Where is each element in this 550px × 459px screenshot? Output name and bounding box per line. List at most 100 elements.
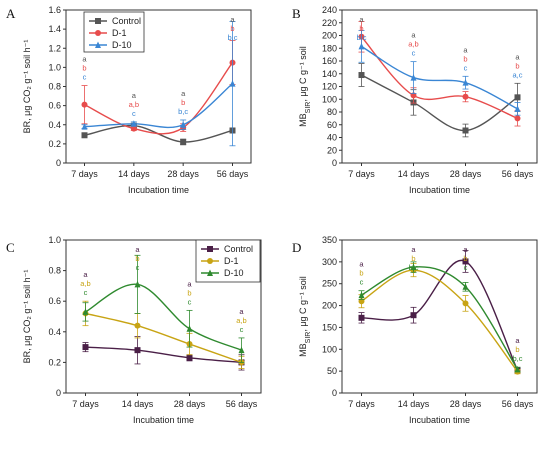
series-control (82, 335, 245, 371)
y-tick-label: 200 (322, 301, 337, 311)
y-tick-label: 140 (322, 69, 337, 79)
significance-letter: b (135, 254, 139, 263)
x-axis-title: Incubation time (128, 185, 189, 195)
panel-d: D 0 50 100 150 200 250 300 350 7 days 14 days 28 da… (292, 235, 538, 425)
series-line (361, 45, 518, 110)
significance-letter: c (188, 297, 192, 306)
panel-letter: D (292, 240, 301, 255)
plot-frame (341, 239, 538, 394)
significance-letter: b,c (408, 263, 418, 272)
significance-letter: a,b (80, 279, 90, 288)
y-axis-title: MBSIR, μg C g⁻¹ soil (298, 46, 312, 127)
y-tick-label: 0.6 (48, 296, 61, 306)
significance-letter: b (82, 64, 86, 73)
data-point (134, 322, 141, 329)
significance-letter: c (360, 278, 364, 287)
significance-letter: c (132, 109, 136, 118)
y-tick-label: 220 (322, 18, 337, 28)
series-d-1 (81, 40, 236, 135)
panel-letter: C (6, 240, 15, 255)
series-control (358, 63, 521, 138)
significance-letter: a (515, 52, 520, 61)
y-axis-title: MBSIR, μg C g⁻¹ soil (298, 276, 312, 357)
data-point (229, 80, 236, 87)
significance-letter: a (411, 31, 416, 40)
data-point (514, 115, 521, 122)
data-point (186, 325, 193, 332)
y-tick-label: 0.2 (48, 357, 61, 367)
x-tick-label: 56 days (502, 399, 534, 409)
plot-frame (341, 9, 538, 164)
data-point (410, 263, 417, 271)
data-point (514, 365, 521, 373)
y-tick-label: 0 (56, 388, 61, 398)
significance-letter: b (411, 254, 415, 263)
significance-letter: a (135, 245, 140, 254)
y-axis-title: BR, μg CO₂ g⁻¹ soil h⁻¹ (22, 40, 32, 134)
x-tick-label: 28 days (450, 169, 482, 179)
legend-marker (95, 18, 101, 24)
x-tick-label: 14 days (118, 169, 150, 179)
y-tick-label: 0 (332, 158, 337, 168)
significance-letter: a (83, 270, 88, 279)
significance-letter: a (132, 91, 137, 100)
significance-letter: a,c (512, 70, 522, 79)
series-d-1 (82, 300, 245, 369)
significance-letter: b,c (178, 107, 188, 116)
series-line (361, 259, 519, 371)
significance-letter: a,b (236, 316, 246, 325)
y-tick-label: 1.4 (48, 24, 61, 34)
data-point (358, 314, 365, 321)
data-point (462, 258, 469, 265)
legend-label: D-1 (112, 28, 127, 38)
series-line (84, 62, 234, 135)
data-point (82, 308, 89, 315)
data-point (130, 120, 137, 127)
series-line (85, 312, 242, 364)
data-point (462, 93, 469, 100)
significance-letter: b (181, 98, 185, 107)
data-point (462, 79, 469, 86)
series-line (85, 346, 242, 364)
data-point (134, 347, 141, 354)
significance-letter: b (359, 269, 363, 278)
data-point (180, 138, 187, 145)
y-tick-label: 240 (322, 5, 337, 15)
y-tick-label: 0 (332, 388, 337, 398)
y-tick-label: 0.6 (48, 101, 61, 111)
significance-letter: a (359, 260, 364, 269)
legend-label: D-10 (112, 40, 132, 50)
x-tick-label: 28 days (167, 169, 199, 179)
y-tick-label: 80 (327, 107, 337, 117)
x-tick-label: 14 days (122, 399, 154, 409)
series-line (85, 283, 242, 351)
significance-letter: a (463, 245, 468, 254)
series-line (361, 266, 519, 370)
x-axis-title: Incubation time (133, 415, 194, 425)
x-tick-label: 14 days (398, 169, 430, 179)
significance-letter: a (181, 89, 186, 98)
y-tick-label: 0.4 (48, 327, 61, 337)
data-point (514, 105, 521, 112)
data-point (514, 94, 521, 101)
y-tick-label: 0 (56, 158, 61, 168)
data-point (462, 127, 469, 134)
data-point (82, 344, 89, 351)
x-tick-label: 7 days (72, 399, 99, 409)
significance-letter: c (464, 63, 468, 72)
significance-letter: a (515, 336, 520, 345)
data-point (130, 125, 137, 132)
significance-letter: c (84, 288, 88, 297)
series-line (361, 74, 518, 132)
series-d-10 (82, 254, 245, 363)
data-point (81, 132, 88, 139)
significance-letter: c (240, 325, 244, 334)
y-tick-label: 1.2 (48, 43, 61, 53)
legend-marker (207, 258, 213, 264)
data-point (462, 300, 469, 307)
y-tick-label: 1.6 (48, 5, 61, 15)
x-tick-label: 7 days (71, 169, 98, 179)
y-tick-label: 180 (322, 43, 337, 53)
significance-letter: b (515, 61, 519, 70)
